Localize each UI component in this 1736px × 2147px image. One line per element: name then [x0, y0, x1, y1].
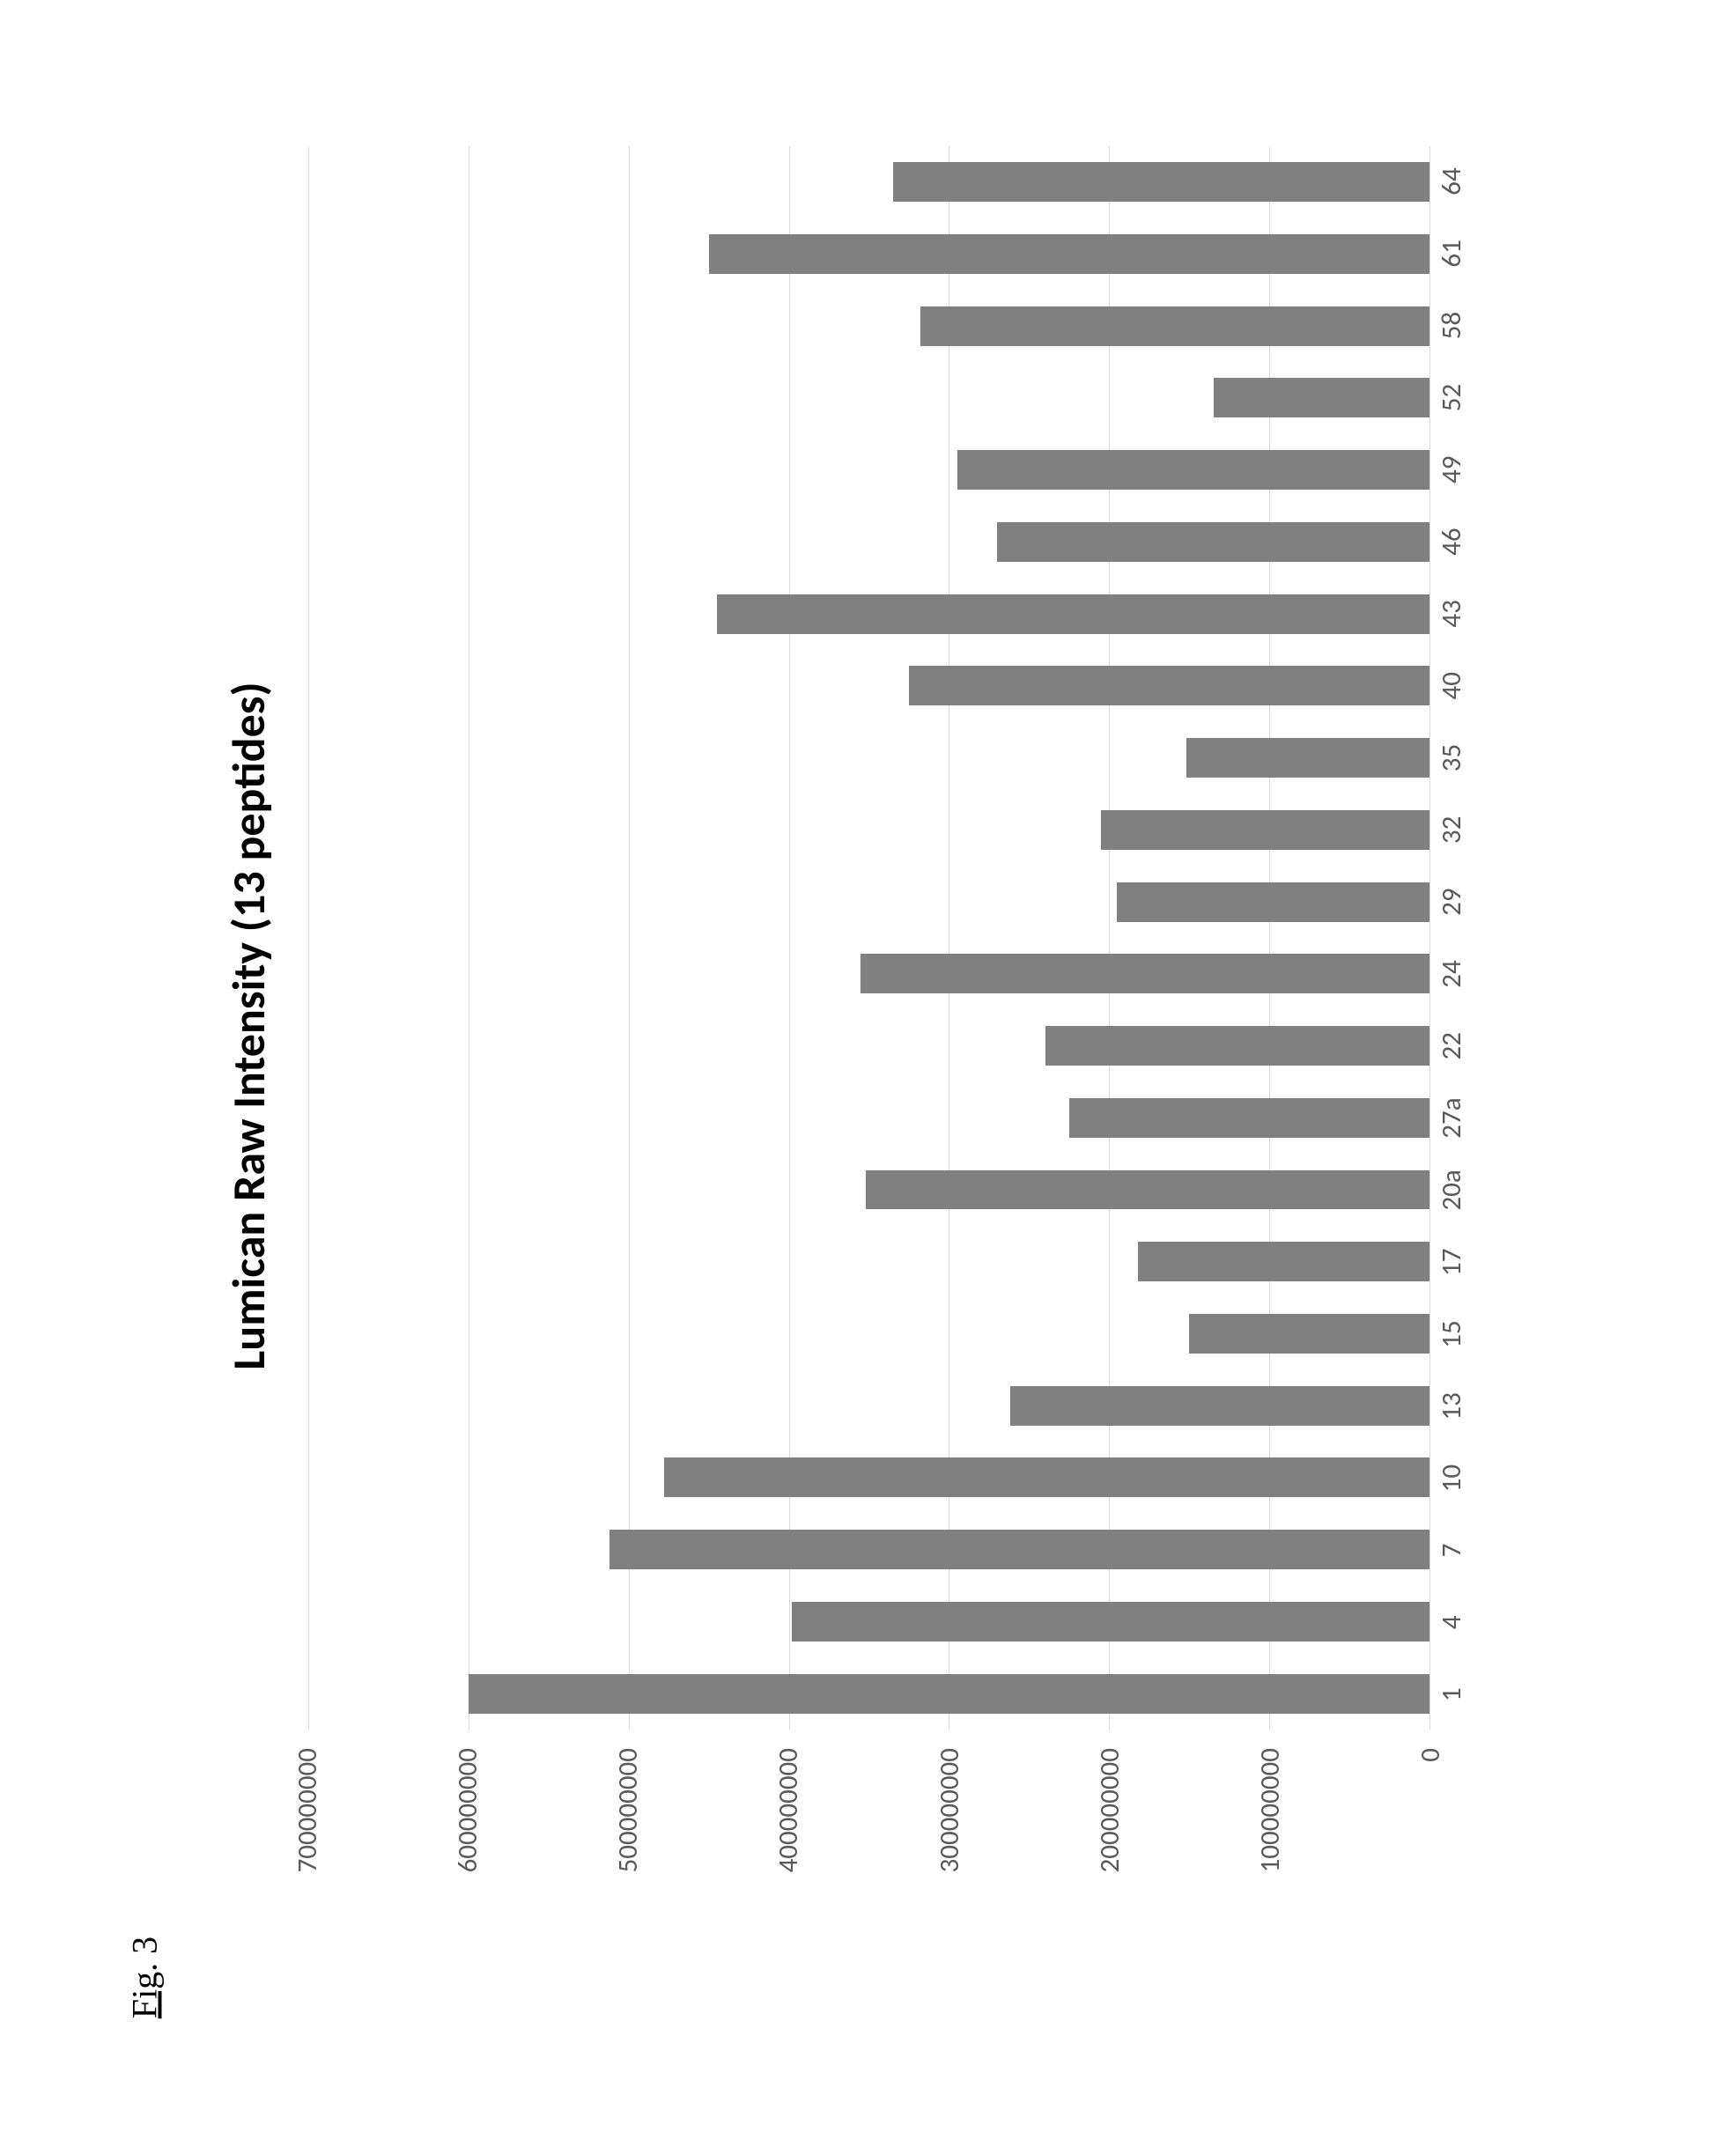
- bar: [1138, 1242, 1429, 1281]
- x-tick-label: 10: [1435, 1442, 1483, 1515]
- figure-caption-prefix: Fig: [125, 1972, 165, 2018]
- x-tick-label: 64: [1435, 145, 1483, 218]
- bar-slot: [308, 146, 1429, 218]
- y-tick-label: 300000000: [933, 1748, 966, 1872]
- x-tick-label: 29: [1435, 866, 1483, 938]
- bar: [717, 594, 1429, 634]
- bar: [909, 666, 1429, 705]
- bar-slot: [308, 1442, 1429, 1514]
- x-tick-label: 58: [1435, 290, 1483, 362]
- figure-caption: Fig. 3: [124, 1937, 166, 2018]
- bar-slot: [308, 1226, 1429, 1298]
- bar: [1186, 738, 1429, 778]
- bar-slot: [308, 218, 1429, 291]
- x-tick-label: 43: [1435, 578, 1483, 650]
- bar: [866, 1170, 1429, 1210]
- x-tick-label: 46: [1435, 505, 1483, 578]
- x-tick-label: 1: [1435, 1658, 1483, 1730]
- plot-region: 0 100000000 200000000 300000000 400000000 500…: [307, 119, 1483, 1933]
- bar: [1101, 810, 1429, 850]
- gridline: [1429, 146, 1430, 1730]
- chart-title: Lumican Raw Intensity (13 peptides): [220, 119, 277, 1933]
- x-tick-label: 22: [1435, 1010, 1483, 1082]
- x-axis: 1471013151720a27a22242932354043464952586…: [1435, 145, 1483, 1730]
- bar: [1045, 1026, 1429, 1066]
- bar-slot: [308, 506, 1429, 579]
- x-tick-label: 7: [1435, 1515, 1483, 1587]
- x-tick-label: 4: [1435, 1586, 1483, 1658]
- figure-caption-number: . 3: [125, 1937, 165, 1972]
- bar: [1214, 378, 1430, 417]
- bar: [664, 1457, 1429, 1497]
- bar: [1117, 882, 1429, 922]
- bar: [957, 450, 1429, 490]
- chart-container: Lumican Raw Intensity (13 peptides) 0100…: [18, 321, 1736, 1730]
- bar: [792, 1602, 1429, 1642]
- bar-slot: [308, 1081, 1429, 1154]
- x-tick-label: 20a: [1435, 1155, 1483, 1227]
- bar: [861, 954, 1429, 993]
- x-tick-label: 17: [1435, 1226, 1483, 1298]
- y-tick-label: 200000000: [1093, 1748, 1127, 1872]
- bar-slot: [308, 866, 1429, 938]
- bar-slot: [308, 1010, 1429, 1082]
- bar-slot: [308, 1369, 1429, 1442]
- bar-slot: [308, 578, 1429, 650]
- bar-slot: [308, 938, 1429, 1010]
- bar: [609, 1530, 1429, 1569]
- bar: [1069, 1098, 1429, 1138]
- bar-slot: [308, 434, 1429, 506]
- x-tick-label: 61: [1435, 218, 1483, 290]
- bar-slot: [308, 1657, 1429, 1730]
- bar-slot: [308, 722, 1429, 794]
- bar-slot: [308, 1298, 1429, 1370]
- y-tick-label: 100000000: [1253, 1748, 1287, 1872]
- x-tick-label: 49: [1435, 433, 1483, 505]
- x-tick-label: 40: [1435, 650, 1483, 722]
- bar: [709, 234, 1429, 274]
- bars-layer: [308, 146, 1429, 1730]
- x-tick-label: 27a: [1435, 1082, 1483, 1155]
- bar: [1189, 1314, 1429, 1354]
- bar-slot: [308, 1154, 1429, 1226]
- x-tick-label: 15: [1435, 1298, 1483, 1370]
- bar: [1010, 1386, 1429, 1426]
- bar-slot: [308, 362, 1429, 434]
- bar: [469, 1674, 1429, 1714]
- bar: [997, 522, 1429, 562]
- bar-slot: [308, 650, 1429, 722]
- x-tick-label: 35: [1435, 722, 1483, 794]
- y-axis: 0100000000200000000300000000400000000500…: [307, 1739, 1430, 1933]
- bar-slot: [308, 793, 1429, 866]
- x-tick-label: 52: [1435, 362, 1483, 434]
- y-tick-label: 0: [1414, 1748, 1447, 1762]
- y-tick-label: 500000000: [611, 1748, 645, 1872]
- x-tick-label: 24: [1435, 938, 1483, 1010]
- x-tick-label: 13: [1435, 1370, 1483, 1442]
- bar: [893, 162, 1429, 202]
- x-tick-label: 32: [1435, 793, 1483, 866]
- bar: [920, 306, 1429, 346]
- plot-area: [307, 145, 1430, 1730]
- chart-inner: Lumican Raw Intensity (13 peptides) 0 100…: [220, 119, 1629, 1933]
- bar-slot: [308, 1514, 1429, 1586]
- bar-slot: [308, 290, 1429, 362]
- bar-slot: [308, 1586, 1429, 1658]
- y-tick-label: 700000000: [291, 1748, 324, 1872]
- y-tick-label: 600000000: [451, 1748, 484, 1872]
- y-tick-label: 400000000: [772, 1748, 805, 1872]
- page: Lumican Raw Intensity (13 peptides) 0 100…: [0, 0, 1736, 2147]
